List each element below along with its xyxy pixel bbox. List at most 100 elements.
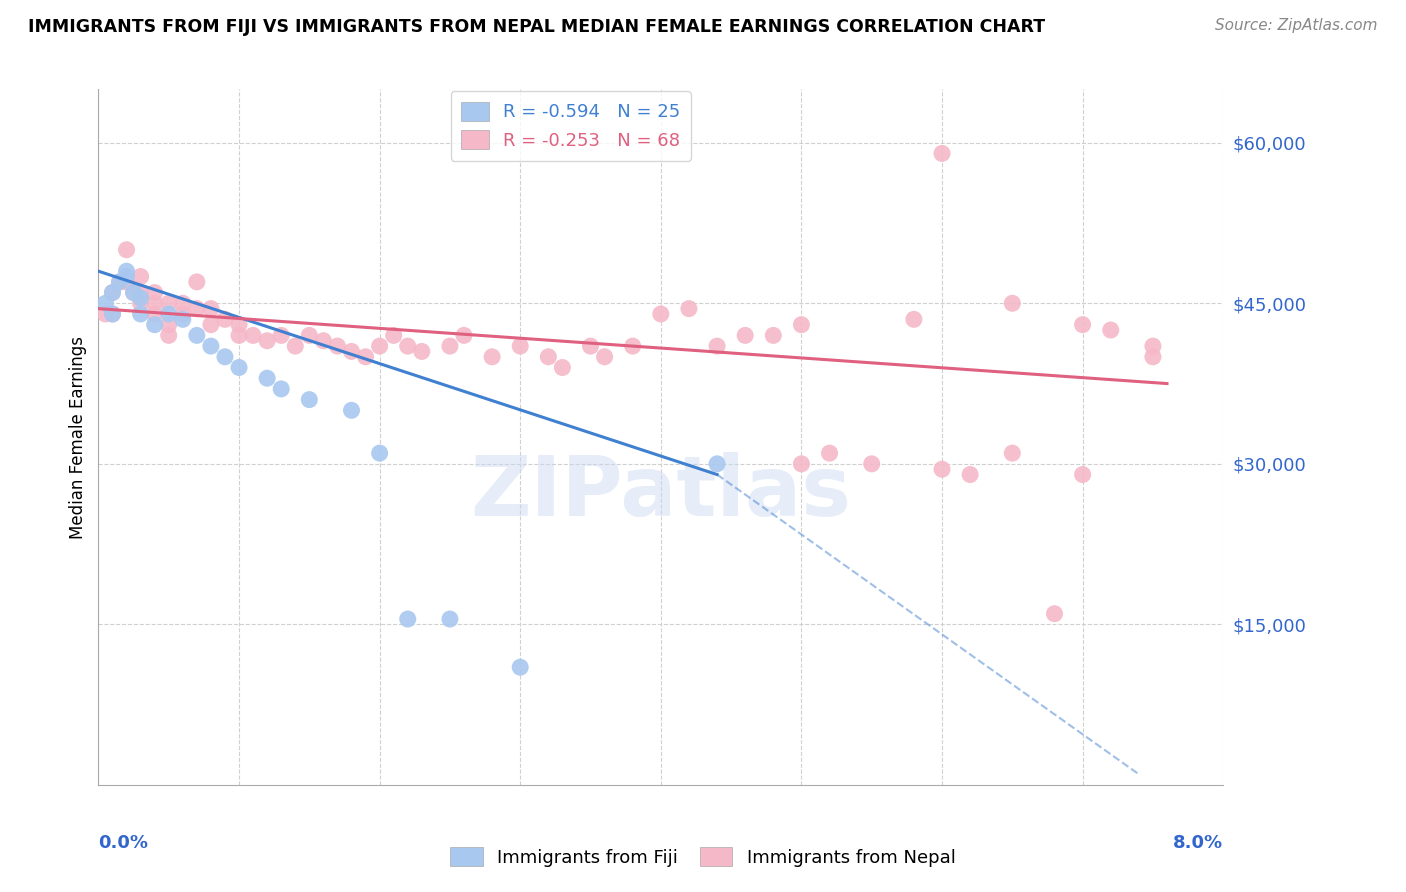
Point [818, 446, 841, 460]
Point [129, 285, 152, 300]
Point [1001, 446, 1024, 460]
Point [115, 264, 138, 278]
Point [228, 318, 250, 332]
Point [122, 285, 145, 300]
Point [172, 307, 194, 321]
Text: 0.0%: 0.0% [98, 834, 149, 852]
Point [439, 339, 461, 353]
Point [94, 307, 117, 321]
Point [650, 307, 672, 321]
Text: 8.0%: 8.0% [1173, 834, 1223, 852]
Point [396, 339, 419, 353]
Point [143, 296, 166, 310]
Point [1142, 339, 1164, 353]
Point [256, 371, 278, 385]
Point [186, 328, 208, 343]
Point [228, 360, 250, 375]
Point [340, 403, 363, 417]
Text: ZIPatlas: ZIPatlas [471, 452, 851, 533]
Point [1043, 607, 1066, 621]
Point [931, 146, 953, 161]
Point [242, 328, 264, 343]
Point [537, 350, 560, 364]
Point [734, 328, 756, 343]
Point [354, 350, 377, 364]
Point [101, 307, 124, 321]
Point [172, 296, 194, 310]
Point [959, 467, 981, 482]
Point [270, 382, 292, 396]
Point [790, 457, 813, 471]
Point [143, 318, 166, 332]
Point [439, 612, 461, 626]
Point [157, 318, 180, 332]
Point [298, 328, 321, 343]
Text: Source: ZipAtlas.com: Source: ZipAtlas.com [1215, 18, 1378, 33]
Point [312, 334, 335, 348]
Point [1071, 467, 1094, 482]
Point [157, 296, 180, 310]
Point [678, 301, 700, 316]
Point [186, 275, 208, 289]
Point [256, 334, 278, 348]
Point [108, 275, 131, 289]
Point [228, 328, 250, 343]
Point [453, 328, 475, 343]
Point [115, 243, 138, 257]
Point [396, 612, 419, 626]
Point [101, 285, 124, 300]
Point [200, 318, 222, 332]
Point [143, 285, 166, 300]
Point [1099, 323, 1122, 337]
Point [186, 301, 208, 316]
Point [706, 339, 728, 353]
Point [706, 457, 728, 471]
Point [172, 312, 194, 326]
Point [115, 275, 138, 289]
Point [157, 328, 180, 343]
Point [129, 269, 152, 284]
Point [108, 275, 131, 289]
Point [115, 269, 138, 284]
Point [200, 339, 222, 353]
Point [860, 457, 883, 471]
Point [368, 446, 391, 460]
Point [411, 344, 433, 359]
Point [509, 339, 531, 353]
Point [284, 339, 307, 353]
Point [157, 307, 180, 321]
Legend: R = -0.594   N = 25, R = -0.253   N = 68: R = -0.594 N = 25, R = -0.253 N = 68 [450, 91, 692, 161]
Text: IMMIGRANTS FROM FIJI VS IMMIGRANTS FROM NEPAL MEDIAN FEMALE EARNINGS CORRELATION: IMMIGRANTS FROM FIJI VS IMMIGRANTS FROM … [28, 18, 1045, 36]
Point [214, 312, 236, 326]
Point [94, 296, 117, 310]
Point [903, 312, 925, 326]
Point [790, 318, 813, 332]
Point [129, 296, 152, 310]
Point [621, 339, 644, 353]
Point [129, 291, 152, 305]
Point [101, 285, 124, 300]
Point [1142, 350, 1164, 364]
Point [340, 344, 363, 359]
Point [1001, 296, 1024, 310]
Point [368, 339, 391, 353]
Point [270, 328, 292, 343]
Point [551, 360, 574, 375]
Point [509, 660, 531, 674]
Y-axis label: Median Female Earnings: Median Female Earnings [69, 335, 87, 539]
Point [122, 285, 145, 300]
Point [326, 339, 349, 353]
Point [382, 328, 405, 343]
Legend: Immigrants from Fiji, Immigrants from Nepal: Immigrants from Fiji, Immigrants from Ne… [443, 840, 963, 874]
Point [931, 462, 953, 476]
Point [101, 307, 124, 321]
Point [129, 307, 152, 321]
Point [1071, 318, 1094, 332]
Point [200, 301, 222, 316]
Point [481, 350, 503, 364]
Point [298, 392, 321, 407]
Point [214, 350, 236, 364]
Point [593, 350, 616, 364]
Point [579, 339, 602, 353]
Point [762, 328, 785, 343]
